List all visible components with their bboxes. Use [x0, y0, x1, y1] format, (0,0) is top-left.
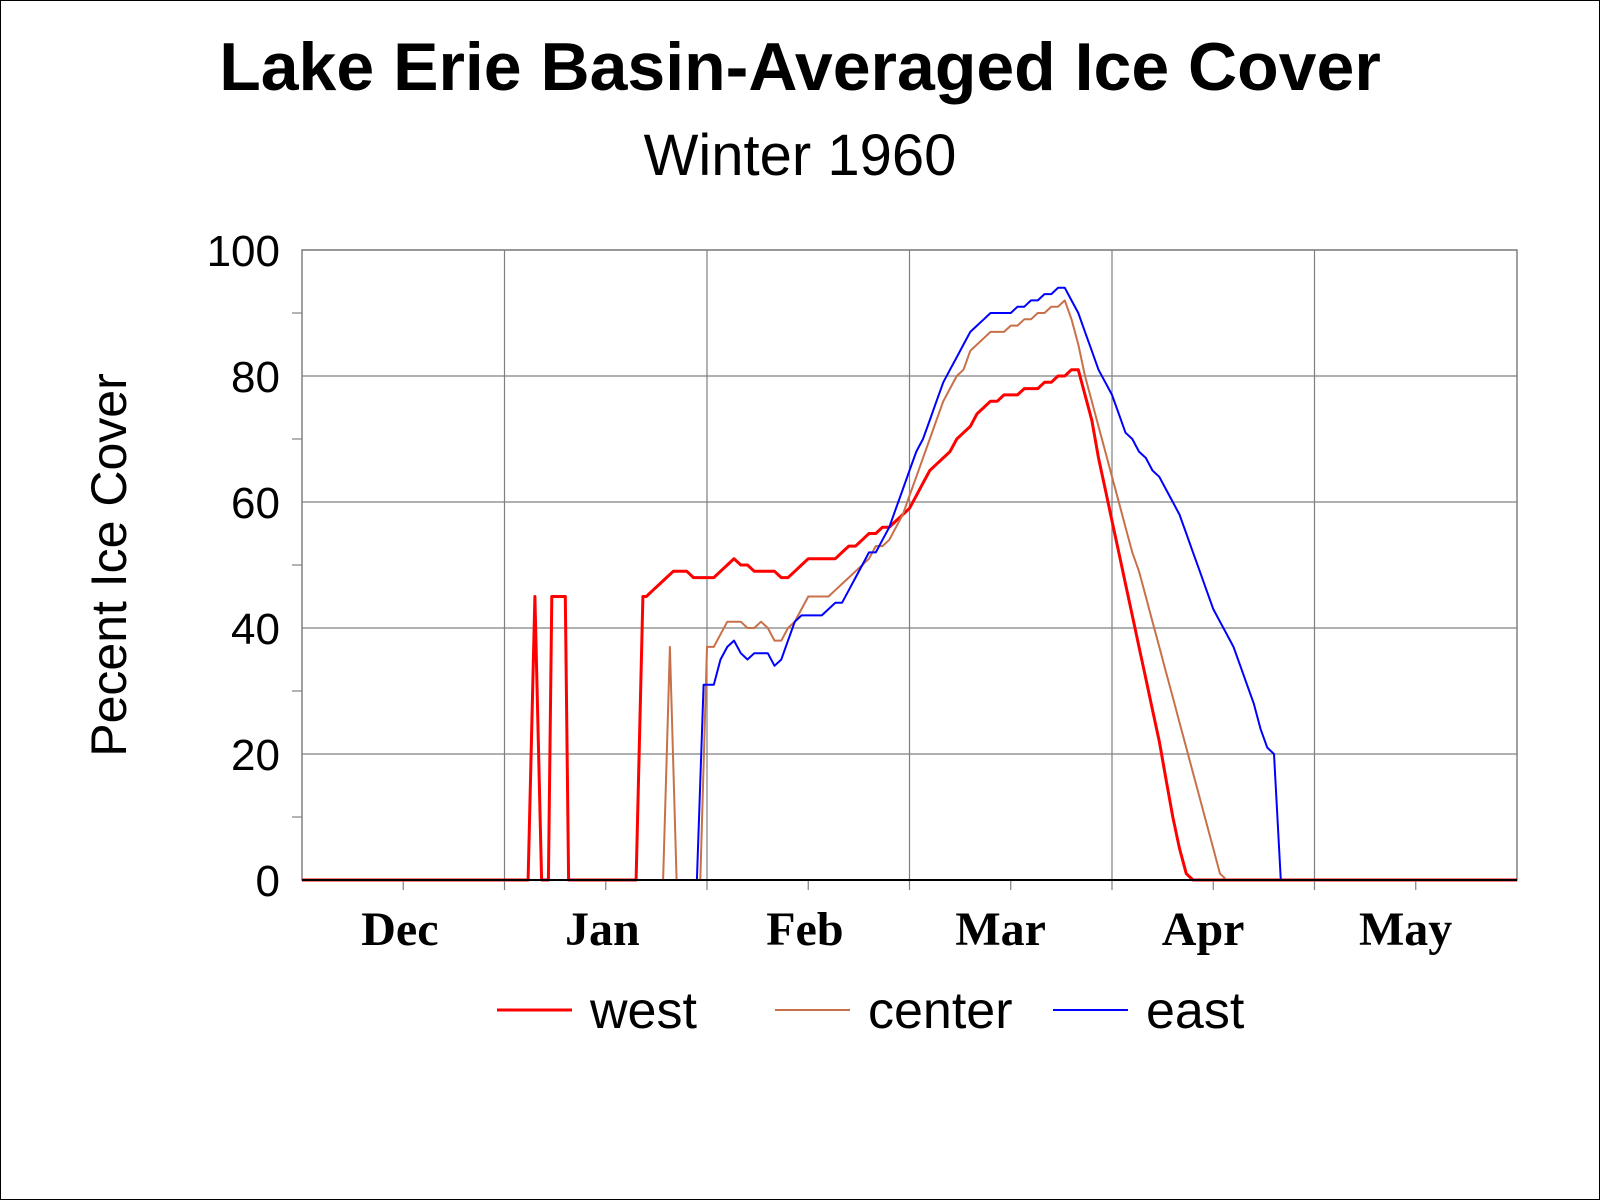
legend: west center east [497, 982, 1245, 1040]
x-tick-label: Mar [955, 903, 1046, 956]
axis-layer: 0 20 40 60 80 100 Dec Jan Feb Mar Apr May [207, 227, 1517, 956]
y-tick-label: 100 [207, 227, 280, 276]
series-line-east [302, 286, 1517, 881]
y-tick-label: 80 [231, 353, 280, 402]
y-axis-label: Pecent Ice Cover [81, 373, 137, 757]
chart-subtitle: Winter 1960 [643, 123, 957, 188]
y-tick-label: 60 [231, 479, 280, 528]
legend-label-center: center [868, 982, 1013, 1040]
series-line-west [302, 368, 1517, 882]
y-tick-label: 40 [231, 605, 280, 654]
x-tick-label: Apr [1162, 903, 1245, 956]
legend-label-east: east [1146, 982, 1245, 1040]
chart-title: Lake Erie Basin-Averaged Ice Cover [219, 29, 1381, 105]
x-tick-label: Feb [766, 903, 843, 956]
series-layer [302, 286, 1517, 882]
y-tick-label: 20 [231, 731, 280, 780]
y-tick-label: 0 [256, 857, 280, 906]
grid-layer [302, 249, 1517, 881]
x-tick-label: Dec [361, 903, 438, 956]
x-tick-label: Jan [565, 903, 640, 956]
legend-label-west: west [589, 982, 697, 1040]
series-line-center [302, 299, 1517, 881]
x-tick-label: May [1359, 903, 1452, 956]
